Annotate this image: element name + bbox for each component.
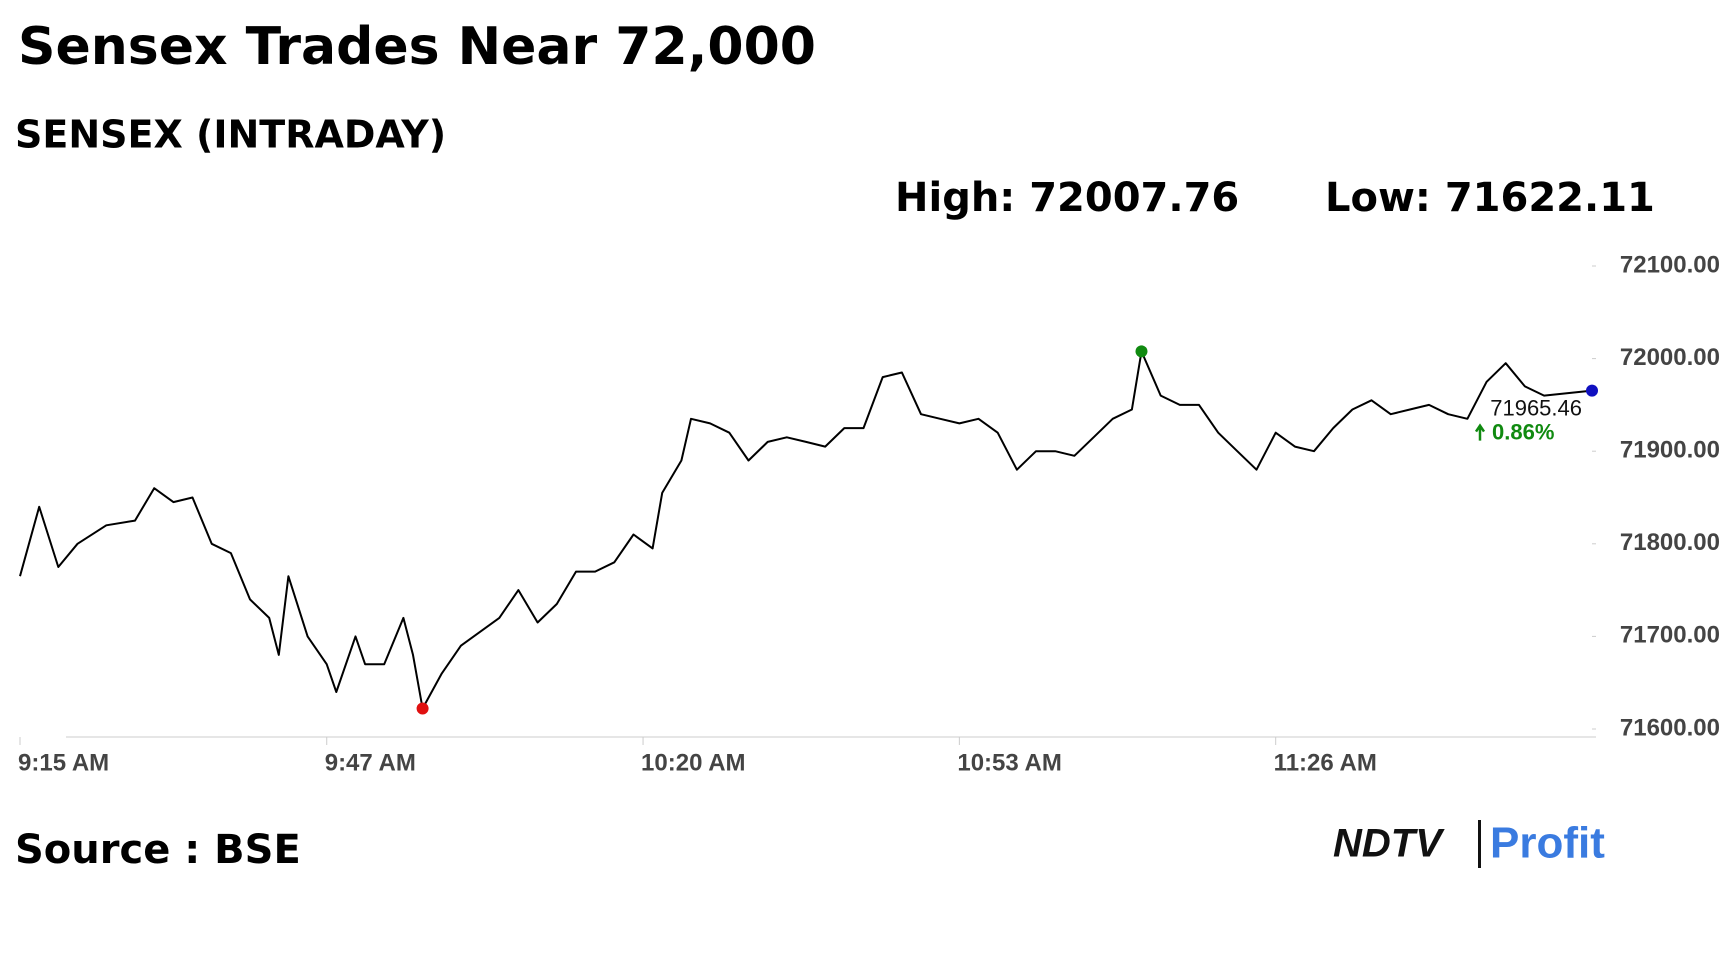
x-tick-label: 9:15 AM	[18, 749, 109, 776]
high-text: High: 72007.76	[895, 175, 1239, 221]
logo-divider	[1478, 820, 1481, 868]
y-tick-label: 71700.00	[1620, 622, 1720, 649]
low-text: Low: 71622.11	[1325, 175, 1655, 221]
chart-subtitle: SENSEX (INTRADAY)	[15, 113, 446, 157]
chart-title: Sensex Trades Near 72,000	[18, 17, 816, 77]
high-dot	[1135, 345, 1148, 358]
x-tick-label: 11:26 AM	[1274, 749, 1377, 776]
y-tick-label: 72000.00	[1620, 344, 1720, 371]
y-tick-label: 71800.00	[1620, 529, 1720, 556]
y-tick-label: 71900.00	[1620, 437, 1720, 464]
logo-right: Profit	[1490, 819, 1605, 868]
y-tick-label: 72100.00	[1620, 251, 1720, 278]
y-tick-label: 71600.00	[1620, 714, 1720, 741]
change-label: 0.86%	[1492, 419, 1554, 444]
change-arrow	[1474, 423, 1486, 441]
low-dot	[416, 702, 429, 715]
source: Source : BSE	[15, 827, 301, 873]
x-tick-label: 10:53 AM	[957, 749, 1061, 776]
logo-left: NDTV	[1333, 822, 1445, 866]
logo: NDTV Profit	[1333, 819, 1605, 868]
last-dot	[1586, 384, 1598, 397]
x-tick-label: 9:47 AM	[325, 749, 416, 776]
x-tick-label: 10:20 AM	[641, 749, 745, 776]
price-line	[19, 350, 1593, 710]
last-value-label: 71965.46	[1490, 395, 1582, 420]
